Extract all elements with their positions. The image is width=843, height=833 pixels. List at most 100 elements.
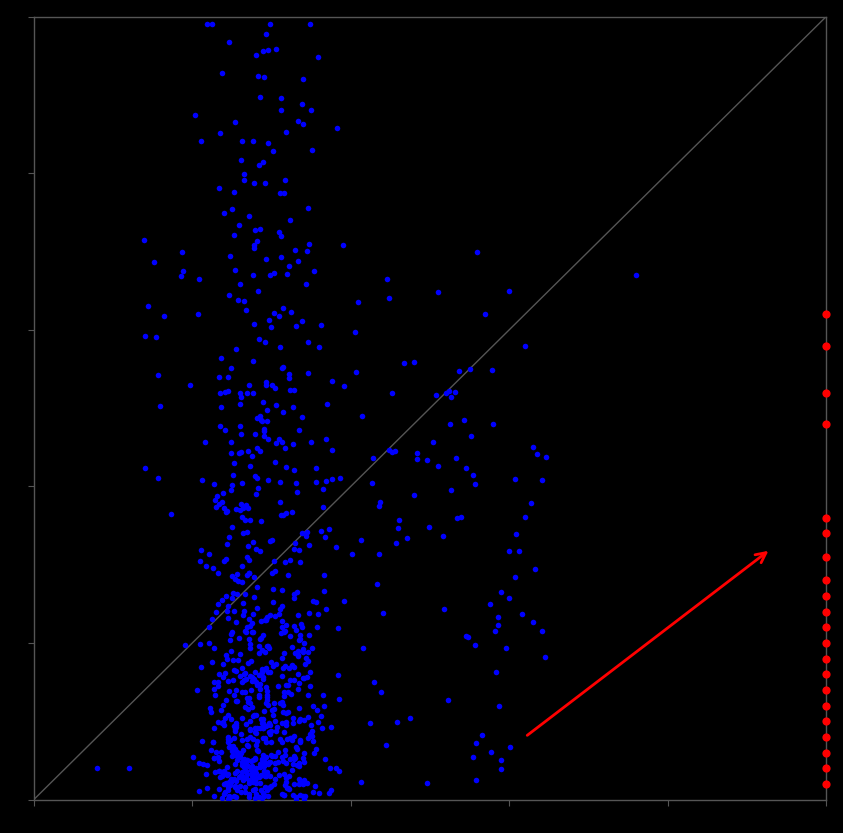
Point	[333, 693, 346, 706]
Point	[256, 155, 270, 168]
Point	[288, 536, 302, 550]
Point	[207, 676, 221, 689]
Point	[491, 611, 505, 624]
Point	[282, 259, 296, 272]
Point	[291, 648, 304, 661]
Point	[245, 671, 259, 684]
Point	[301, 710, 314, 723]
Point	[212, 676, 225, 689]
Point	[247, 672, 260, 686]
Point	[236, 559, 250, 572]
Point	[241, 525, 255, 538]
Point	[283, 674, 297, 687]
Point	[285, 640, 298, 653]
Point	[276, 696, 289, 709]
Point	[297, 671, 310, 685]
Point	[238, 761, 251, 774]
Point	[296, 789, 309, 802]
Point	[224, 627, 238, 641]
Point	[442, 385, 455, 398]
Point	[251, 744, 265, 757]
Point	[164, 507, 177, 521]
Point	[249, 782, 262, 796]
Point	[266, 144, 280, 157]
Point	[248, 426, 261, 440]
Point	[267, 777, 281, 791]
Point	[246, 754, 260, 767]
Point	[266, 703, 279, 716]
Point	[819, 715, 833, 728]
Point	[176, 265, 190, 278]
Point	[290, 758, 303, 771]
Point	[263, 718, 277, 731]
Point	[280, 756, 293, 770]
Point	[234, 419, 247, 432]
Point	[278, 778, 292, 791]
Point	[240, 387, 254, 400]
Point	[432, 460, 445, 473]
Point	[515, 607, 529, 621]
Point	[271, 721, 284, 734]
Point	[284, 687, 298, 701]
Point	[432, 286, 445, 299]
Point	[238, 605, 251, 618]
Point	[293, 756, 306, 770]
Point	[282, 367, 296, 381]
Point	[264, 756, 277, 769]
Point	[819, 699, 833, 712]
Point	[248, 725, 261, 738]
Point	[277, 625, 291, 638]
Point	[411, 446, 424, 460]
Point	[228, 757, 242, 771]
Point	[384, 446, 398, 459]
Point	[250, 761, 263, 775]
Point	[323, 761, 336, 775]
Point	[248, 772, 261, 786]
Point	[373, 686, 387, 699]
Point	[278, 743, 292, 756]
Point	[240, 691, 254, 704]
Point	[217, 777, 230, 791]
Point	[207, 476, 221, 490]
Point	[380, 272, 394, 286]
Point	[289, 476, 303, 489]
Point	[259, 378, 272, 392]
Point	[294, 618, 308, 631]
Point	[305, 641, 319, 655]
Point	[310, 703, 324, 716]
Point	[297, 646, 310, 659]
Point	[223, 775, 236, 788]
Point	[280, 618, 293, 631]
Point	[427, 435, 440, 448]
Point	[255, 415, 269, 428]
Point	[260, 252, 273, 266]
Point	[408, 489, 422, 502]
Point	[252, 771, 266, 784]
Point	[266, 582, 280, 596]
Point	[232, 446, 245, 460]
Point	[218, 385, 232, 398]
Point	[250, 601, 264, 614]
Point	[299, 529, 313, 542]
Point	[222, 792, 235, 806]
Point	[175, 245, 189, 258]
Point	[282, 781, 295, 795]
Point	[372, 547, 385, 561]
Point	[247, 709, 260, 722]
Point	[370, 578, 384, 591]
Point	[230, 567, 244, 581]
Point	[273, 475, 287, 488]
Point	[260, 693, 274, 706]
Point	[220, 761, 234, 774]
Point	[191, 684, 204, 697]
Point	[213, 420, 227, 433]
Point	[484, 746, 497, 759]
Point	[819, 621, 833, 634]
Point	[256, 44, 270, 57]
Point	[331, 621, 345, 634]
Point	[221, 537, 234, 551]
Point	[244, 776, 257, 789]
Point	[223, 791, 236, 804]
Point	[314, 525, 328, 538]
Point	[230, 749, 244, 762]
